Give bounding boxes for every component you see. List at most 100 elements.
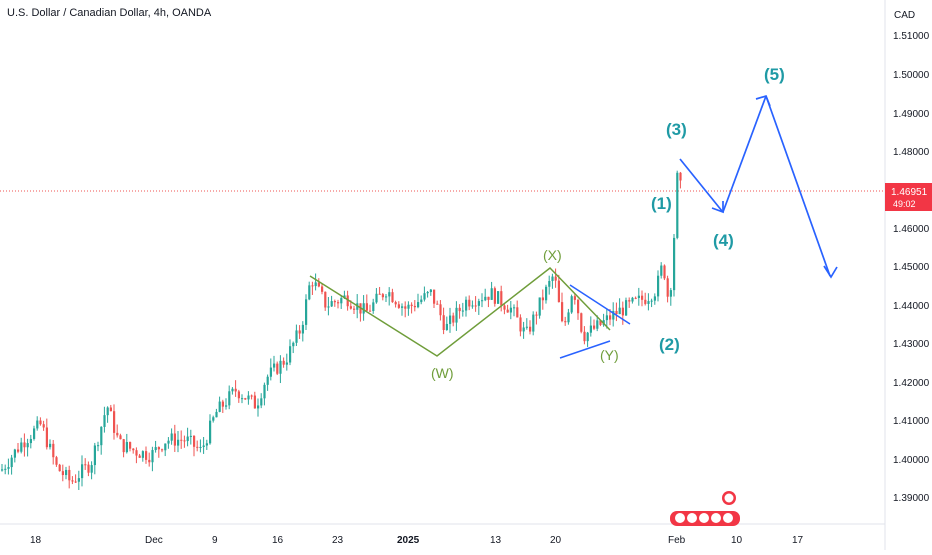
candle-body: [279, 360, 282, 374]
wave-label-5: (5): [764, 65, 785, 84]
price-tick-label: 1.51000: [893, 31, 930, 42]
candle-body: [266, 376, 269, 385]
candle-body: [330, 301, 333, 307]
candle-body: [97, 445, 100, 447]
candle-body: [535, 314, 538, 316]
event-markers[interactable]: [670, 491, 740, 526]
candle-body: [292, 342, 295, 347]
candle-body: [298, 330, 301, 334]
time-axis[interactable]: 18 Dec 9 16 23 2025 13 20 Feb 10 17: [30, 535, 804, 546]
candle-body: [36, 420, 39, 429]
time-tick-label: 10: [731, 535, 743, 546]
candle-body: [471, 305, 474, 307]
wave-label-x: (X): [543, 247, 562, 263]
candle-body: [586, 332, 589, 342]
candle-body: [439, 304, 442, 316]
candle-body: [116, 432, 119, 436]
candle-body: [353, 308, 356, 310]
candle-body: [647, 301, 650, 304]
candle-body: [87, 464, 90, 473]
candle-body: [641, 295, 644, 300]
candle-body: [484, 296, 487, 301]
candle-body: [23, 442, 26, 448]
candle-body: [167, 440, 170, 444]
candle-body: [295, 330, 298, 343]
candle-body: [673, 237, 676, 291]
candle-body: [401, 306, 404, 308]
price-tick-label: 1.41000: [893, 416, 930, 427]
candle-body: [404, 306, 407, 309]
candle-body: [513, 307, 516, 309]
candle-body: [669, 290, 672, 297]
candle-body: [218, 401, 221, 412]
candle-body: [650, 300, 653, 302]
candle-body: [205, 443, 208, 446]
candle-body: [257, 405, 260, 409]
candle-body: [81, 464, 84, 479]
arrow-head-icon: [823, 265, 838, 279]
candle-body: [679, 172, 682, 181]
flag-icon: [687, 513, 697, 523]
candle-body: [628, 300, 631, 302]
candle-body: [177, 439, 180, 446]
candle-body: [161, 449, 164, 451]
candle-body: [237, 391, 240, 399]
candle-body: [365, 303, 368, 311]
wxy-correction-line: [309, 266, 611, 357]
candle-body: [93, 445, 96, 466]
price-badge-countdown: 49:02: [893, 199, 916, 209]
wave-label-4: (4): [713, 231, 734, 250]
candle-body: [407, 304, 410, 309]
candle-body: [625, 300, 628, 316]
candle-body: [340, 298, 343, 304]
candle-body: [253, 395, 256, 409]
candle-body: [644, 299, 647, 304]
candle-body: [113, 411, 116, 433]
candle-body: [17, 449, 20, 452]
candle-body: [561, 302, 564, 322]
candle-body: [618, 307, 621, 315]
candle-body: [148, 459, 151, 463]
candle-body: [381, 294, 384, 298]
candle-body: [503, 305, 506, 310]
symbol-title: U.S. Dollar / Canadian Dollar, 4h, OANDA: [7, 7, 212, 19]
candle-body: [653, 296, 656, 301]
projection-leg-5: [722, 95, 767, 213]
candle-body: [599, 320, 602, 325]
price-badge-value: 1.46951: [891, 187, 928, 198]
candle-body: [157, 447, 160, 450]
price-tick-label: 1.50000: [893, 70, 930, 81]
candle-body: [583, 331, 586, 342]
candle-body: [327, 306, 330, 308]
price-tick-label: 1.48000: [893, 147, 930, 158]
candle-body: [244, 398, 247, 400]
candle-body: [545, 286, 548, 301]
candle-body: [375, 293, 378, 303]
candle-body: [449, 315, 452, 324]
candle-body: [433, 289, 436, 304]
candle-body: [13, 449, 16, 458]
candle-body: [29, 438, 32, 444]
candle-body: [519, 317, 522, 332]
candle-body: [388, 292, 391, 297]
candle-body: [308, 285, 311, 300]
candle-body: [84, 464, 87, 466]
candle-body: [445, 323, 448, 330]
wave-label-1: (1): [651, 194, 672, 213]
candle-body: [138, 455, 141, 458]
candle-body: [289, 346, 292, 363]
candle-body: [52, 443, 55, 458]
candle-body: [45, 427, 48, 448]
candle-body: [321, 286, 324, 292]
currency-label: CAD: [894, 10, 915, 21]
price-axis[interactable]: 1.51000 1.50000 1.49000 1.48000 1.46000 …: [893, 31, 930, 504]
candle-body: [573, 296, 576, 300]
candle-body: [423, 293, 426, 300]
candle-body: [557, 280, 560, 303]
candle-body: [10, 457, 13, 468]
candle-body: [589, 325, 592, 333]
candle-body: [455, 307, 458, 323]
candle-body: [676, 172, 679, 238]
candle-body: [183, 440, 186, 442]
